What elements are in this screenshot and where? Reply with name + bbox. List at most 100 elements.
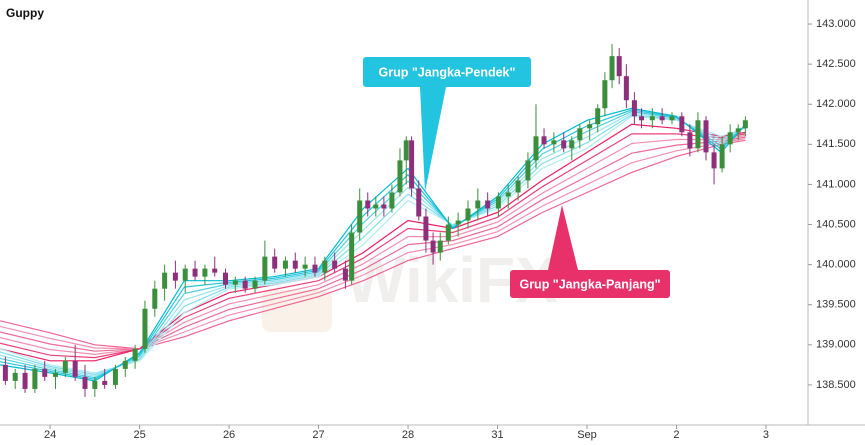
x-tick-label: 25 <box>133 429 145 441</box>
ma-line <box>0 110 746 379</box>
candle-body <box>52 372 58 377</box>
candle-body <box>495 196 501 209</box>
y-tick-label: 142.500 <box>816 58 856 70</box>
candle-body <box>262 256 268 281</box>
candle-body <box>272 256 278 269</box>
candle-body <box>32 368 38 389</box>
candle-body <box>212 268 218 273</box>
candle-body <box>551 140 557 145</box>
callout-box <box>510 270 670 298</box>
ma-line <box>0 112 746 377</box>
candle-body <box>242 280 248 289</box>
candle-body <box>616 56 622 77</box>
candle-body <box>719 144 725 169</box>
candle-body <box>152 288 158 309</box>
y-tick-label: 142.000 <box>816 98 856 110</box>
candle-body <box>62 360 68 373</box>
candle-body <box>679 116 685 133</box>
candle-body <box>162 272 168 289</box>
callout-box <box>363 57 531 87</box>
annotation: Grup "Jangka-Pendek" <box>379 65 516 79</box>
candle-body <box>465 208 471 221</box>
candle-body <box>623 76 629 101</box>
candle-body <box>569 140 575 149</box>
candle-body <box>122 360 128 369</box>
candle-body <box>659 116 665 121</box>
ma-line <box>0 109 746 380</box>
candle-body <box>437 240 443 253</box>
y-tick-label: 140.000 <box>816 259 856 271</box>
candle-body <box>349 232 355 281</box>
candle-body <box>485 200 491 209</box>
candle-body <box>102 380 108 385</box>
candle-body <box>533 136 539 161</box>
candle-body <box>282 260 288 269</box>
callout-pointer <box>420 87 446 192</box>
candle-body <box>403 140 409 161</box>
candle-body <box>192 268 198 277</box>
candle-body <box>515 180 521 193</box>
candle-body <box>742 120 748 129</box>
candle-body <box>525 160 531 181</box>
x-tick-label: 26 <box>223 429 235 441</box>
candle-body <box>292 260 298 269</box>
candle-body <box>609 56 615 81</box>
callout-pointer <box>548 205 578 270</box>
candle-body <box>416 188 422 217</box>
candle-body <box>172 272 178 281</box>
x-tick-label: 3 <box>763 429 769 441</box>
candle-body <box>445 224 451 241</box>
y-tick-label: 139.000 <box>816 339 856 351</box>
candle-body <box>82 376 88 389</box>
candle-body <box>22 372 28 389</box>
candle-body <box>735 128 741 133</box>
candle-body <box>561 140 567 149</box>
candle-body <box>475 200 481 209</box>
ma-line <box>0 114 746 376</box>
x-tick-label: 31 <box>491 429 503 441</box>
candle-body <box>357 200 363 233</box>
candle-body <box>397 160 403 193</box>
candle-body <box>669 116 675 121</box>
candle-body <box>142 308 148 349</box>
candle-body <box>312 264 318 273</box>
candle-body <box>409 140 415 189</box>
x-tick-label: 28 <box>402 429 414 441</box>
candle-body <box>202 268 208 277</box>
watermark-logo <box>262 290 332 332</box>
candle-body <box>649 116 655 121</box>
candle-body <box>342 268 348 281</box>
candle-body <box>505 192 511 197</box>
candle-body <box>302 264 308 269</box>
candle-body <box>222 272 228 285</box>
candle-body <box>577 128 583 141</box>
candle-body <box>587 124 593 129</box>
y-tick-label: 140.500 <box>816 218 856 230</box>
candle-body <box>595 108 601 125</box>
candle-body <box>373 204 379 209</box>
candle-body <box>132 348 138 361</box>
candle-body <box>332 260 338 269</box>
candle-body <box>322 260 328 273</box>
chart-title: Guppy <box>6 6 44 20</box>
candle-body <box>430 240 436 253</box>
candle-body <box>182 268 188 281</box>
y-tick-label: 138.500 <box>816 379 856 391</box>
candle-body <box>695 120 701 149</box>
candle-body <box>631 100 637 117</box>
candle-body <box>389 192 395 209</box>
candle-body <box>42 368 48 377</box>
candle-body <box>72 360 78 377</box>
candle-body <box>687 132 693 149</box>
candle-body <box>639 116 645 121</box>
candle-body <box>381 204 387 209</box>
y-tick-label: 143.000 <box>816 18 856 30</box>
candle-body <box>252 280 258 289</box>
x-tick-label: 24 <box>44 429 56 441</box>
x-tick-label: Sep <box>577 429 597 441</box>
candle-body <box>711 152 717 169</box>
y-tick-label: 141.500 <box>816 138 856 150</box>
candle-body <box>602 80 608 109</box>
candle-body <box>727 132 733 145</box>
